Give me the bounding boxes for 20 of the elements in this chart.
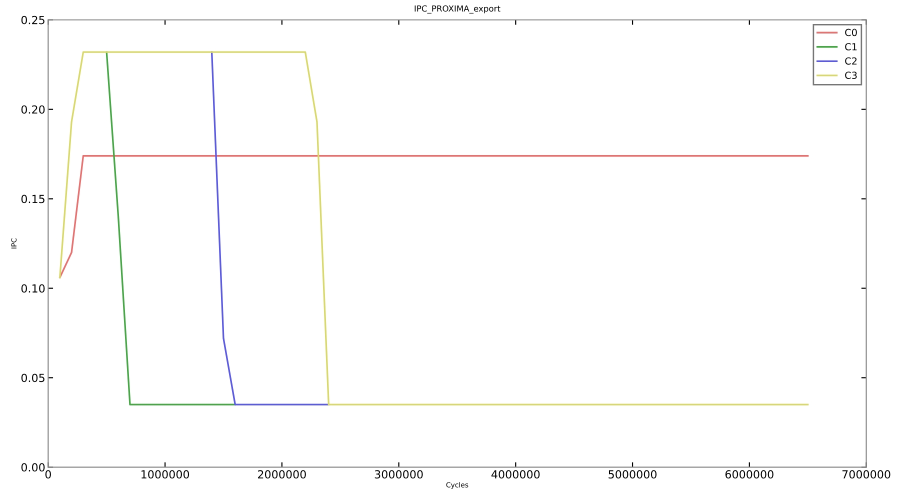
legend-label: C1 bbox=[845, 43, 857, 50]
y-tick-label: 0.10 bbox=[21, 284, 45, 293]
y-tick-label: 0.05 bbox=[21, 374, 44, 382]
line-series bbox=[59, 51, 809, 406]
x-tick-label: 0 bbox=[45, 470, 51, 479]
y-tick-label: 0.20 bbox=[21, 105, 45, 114]
chart-title: IPC_PROXIMA_export bbox=[414, 5, 500, 14]
x-tick-label: 3000000 bbox=[374, 470, 423, 479]
y-tick-label: 0.00 bbox=[21, 463, 45, 472]
y-tick-label: 0.25 bbox=[21, 16, 44, 24]
x-tick-label: 6000000 bbox=[725, 470, 774, 479]
legend-label: C0 bbox=[845, 28, 857, 36]
legend-label: C3 bbox=[845, 72, 857, 79]
x-tick-label: 7000000 bbox=[842, 470, 890, 479]
x-tick-label: 5000000 bbox=[608, 470, 657, 479]
y-tick-label: 0.15 bbox=[21, 194, 44, 204]
x-tick-label: 2000000 bbox=[258, 470, 306, 479]
x-tick-label: 4000000 bbox=[491, 470, 540, 479]
legend-label: C2 bbox=[845, 57, 857, 65]
x-tick-label: 1000000 bbox=[142, 470, 190, 479]
